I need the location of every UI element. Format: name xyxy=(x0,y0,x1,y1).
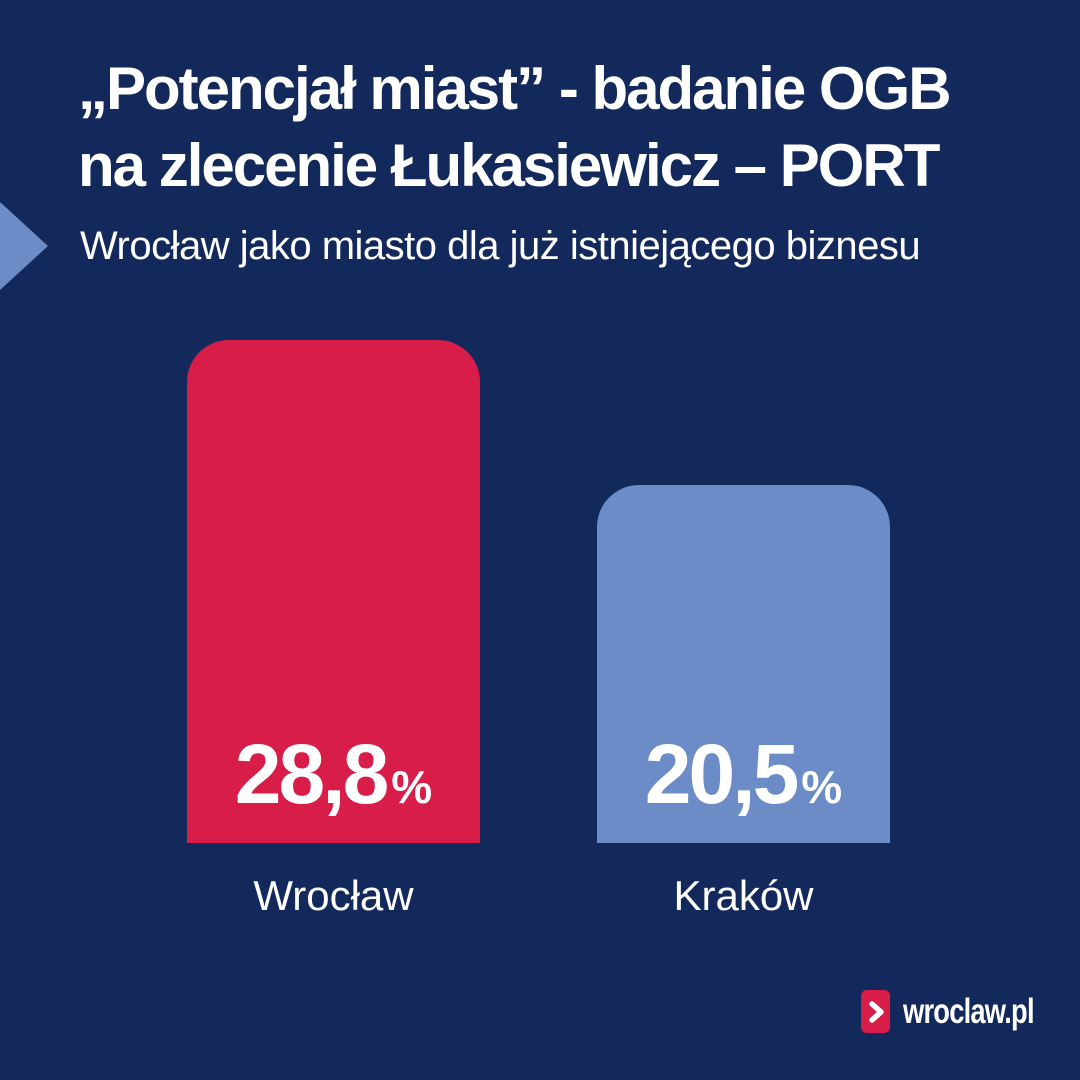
bar-krakow: 20,5 % xyxy=(597,485,890,843)
bar-value-number: 28,8 xyxy=(234,727,389,821)
category-label-wroclaw: Wrocław xyxy=(253,872,414,919)
wroclaw-pl-logo: wroclaw.pl xyxy=(861,990,1071,1033)
page-title-line2: na zlecenie Łukasiewicz – PORT xyxy=(78,132,940,199)
category-label-krakow: Kraków xyxy=(673,872,814,919)
bar-wroclaw: 28,8 % xyxy=(187,340,480,843)
logo-text: wroclaw.pl xyxy=(903,991,1035,1031)
bar-value-number: 20,5 xyxy=(644,727,799,821)
bar-value-krakow: 20,5 % xyxy=(597,726,890,823)
page-subtitle: Wrocław jako miasto dla już istniejącego… xyxy=(80,224,921,268)
bar-value-wroclaw: 28,8 % xyxy=(187,726,480,823)
percent-sign: % xyxy=(801,761,843,813)
page-title: „Potencjał miast” - badanie OGB na zlece… xyxy=(78,50,952,204)
chevron-right-icon xyxy=(861,990,890,1033)
percent-sign: % xyxy=(391,761,433,813)
page-title-line1: „Potencjał miast” - badanie OGB xyxy=(78,55,952,122)
